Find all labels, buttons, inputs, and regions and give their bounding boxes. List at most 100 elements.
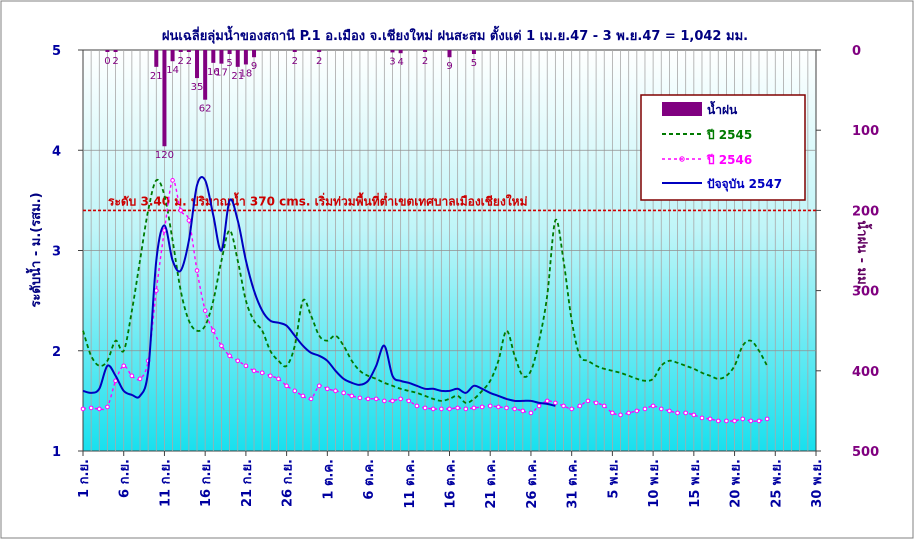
series-point-1 <box>756 418 762 424</box>
series-point-1 <box>406 398 412 404</box>
x-tick-label: 21 ต.ค. <box>484 459 499 509</box>
rain-bar <box>219 50 224 64</box>
rain-bar-label: 0 <box>104 56 110 67</box>
series-point-1 <box>219 343 224 349</box>
rain-bar <box>227 50 232 55</box>
left-tick-label: 2 <box>52 345 61 360</box>
y-axis-right-label: น้ำฝน - มม. <box>854 220 873 289</box>
right-tick-label: 400 <box>852 365 879 380</box>
rain-bar-label: 2 <box>422 56 428 67</box>
series-point-1 <box>316 383 322 389</box>
series-point-1 <box>349 393 355 399</box>
rain-bar-label: 62 <box>199 104 212 115</box>
x-tick-label: 6 ต.ค. <box>362 459 377 500</box>
rain-bar-label: 5 <box>226 58 232 69</box>
rain-bar-label: 120 <box>155 150 174 161</box>
series-point-1 <box>691 412 697 418</box>
rain-bar <box>113 50 118 52</box>
series-point-1 <box>88 405 94 411</box>
series-point-1 <box>170 178 175 183</box>
right-tick-label: 500 <box>852 445 879 460</box>
series-point-1 <box>235 358 241 364</box>
right-tick-label: 100 <box>852 124 879 139</box>
series-point-1 <box>715 418 721 424</box>
rain-bar-label: 2 <box>186 56 192 67</box>
series-point-1 <box>504 405 509 411</box>
series-point-1 <box>284 383 289 389</box>
x-tick-label: 10 พ.ย. <box>647 459 662 508</box>
x-tick-label: 11 ก.ย. <box>158 459 173 507</box>
series-point-1 <box>276 376 281 382</box>
rain-bar-label: 18 <box>240 68 253 79</box>
legend-rain-label: น้ำฝน <box>707 100 738 117</box>
series-point-1 <box>154 288 159 293</box>
series-point-1 <box>292 388 298 394</box>
series-point-1 <box>601 403 607 409</box>
series-point-1 <box>553 400 558 406</box>
series-point-1 <box>642 406 648 412</box>
series-point-1 <box>243 363 249 369</box>
series-point-1 <box>414 403 420 409</box>
right-tick-label: 300 <box>852 285 879 300</box>
rain-bar-label: 17 <box>215 68 228 79</box>
series-point-1 <box>536 403 542 409</box>
rain-bar-label: 4 <box>397 57 403 68</box>
series-point-1 <box>308 396 314 402</box>
series-line-2 <box>82 176 556 407</box>
series-point-1 <box>333 388 338 394</box>
series-point-1 <box>520 408 526 414</box>
series-point-1 <box>137 376 143 382</box>
series-point-1 <box>422 405 428 411</box>
series-layer <box>80 176 770 424</box>
series-point-1 <box>683 410 688 416</box>
rain-bar <box>243 50 248 65</box>
rain-bar-label: 14 <box>166 65 179 76</box>
rain-bar-label: 16 <box>207 67 220 78</box>
series-point-1 <box>382 398 387 404</box>
series-point-1 <box>496 404 501 410</box>
legend: น้ำฝน ปี 2545 ปี 2546 ปัจจุบัน 2547 <box>640 94 806 201</box>
rain-bar <box>195 50 200 79</box>
series-point-1 <box>259 370 265 376</box>
right-tick-label: 0 <box>852 44 861 59</box>
series-point-1 <box>105 404 110 410</box>
x-tick-label: 20 พ.ย. <box>729 459 744 508</box>
legend-2546-marker <box>679 156 685 162</box>
series-point-1 <box>178 208 184 213</box>
series-point-1 <box>732 418 737 424</box>
series-point-1 <box>390 398 395 404</box>
rain-bar <box>292 50 297 52</box>
series-point-1 <box>121 363 127 369</box>
series-point-1 <box>634 408 640 414</box>
series-point-1 <box>593 400 599 406</box>
left-axis-ticks: 1 2 3 4 5 <box>52 44 83 460</box>
series-point-1 <box>227 353 232 359</box>
series-point-1 <box>202 308 208 313</box>
series-point-1 <box>626 410 631 416</box>
left-tick-label: 3 <box>52 245 61 260</box>
rain-bar <box>423 50 428 52</box>
rain-bar <box>170 50 175 62</box>
x-tick-label: 21 ก.ย. <box>240 459 255 507</box>
series-point-1 <box>528 410 534 416</box>
rain-bar-label: 2 <box>178 56 184 67</box>
series-point-1 <box>357 395 363 401</box>
legend-2546-label: ปี 2546 <box>706 153 752 167</box>
right-tick-label: 200 <box>852 204 879 219</box>
rain-bar-label: 9 <box>251 61 257 72</box>
legend-rain-swatch <box>662 102 702 116</box>
series-point-1 <box>251 368 257 374</box>
series-point-1 <box>748 418 754 424</box>
series-point-1 <box>487 403 493 409</box>
x-tick-label: 5 พ.ย. <box>606 459 621 499</box>
series-point-1 <box>300 393 306 399</box>
series-point-1 <box>211 328 216 334</box>
series-point-1 <box>512 406 517 412</box>
series-point-1 <box>569 406 574 412</box>
series-point-1 <box>658 406 664 412</box>
left-tick-label: 1 <box>52 445 61 460</box>
x-tick-label: 26 ต.ค. <box>525 459 540 509</box>
x-tick-label: 15 พ.ย. <box>688 459 703 508</box>
